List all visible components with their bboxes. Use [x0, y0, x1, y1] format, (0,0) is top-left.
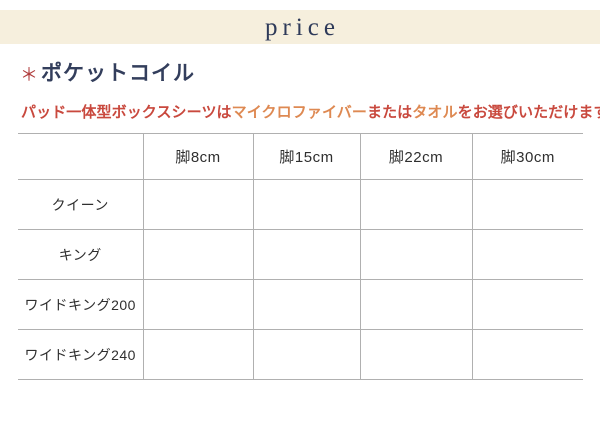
- price-banner-title: price: [265, 13, 340, 41]
- section-heading: ＊ポケットコイル: [20, 57, 195, 87]
- column-header-leg-8cm: 脚8cm: [142, 133, 253, 180]
- subtitle-segment-highlight: タオル: [412, 104, 458, 121]
- price-cell: [252, 329, 360, 380]
- column-header-leg-15cm: 脚15cm: [252, 133, 360, 180]
- table-row: ワイドキング240: [18, 329, 583, 380]
- price-cell: [252, 179, 360, 230]
- price-cell: [359, 279, 472, 330]
- price-table: 脚8cm 脚15cm 脚22cm 脚30cm クイーン キング ワイドキング20…: [18, 133, 583, 380]
- price-cell: [471, 229, 583, 280]
- row-label-queen: クイーン: [18, 179, 143, 230]
- table-row: ワイドキング200: [18, 279, 583, 330]
- table-row: キング: [18, 229, 583, 280]
- table-header-row: 脚8cm 脚15cm 脚22cm 脚30cm: [18, 133, 583, 180]
- subtitle-segment: パッド一体型ボックスシーツは: [21, 104, 232, 121]
- price-cell: [359, 229, 472, 280]
- row-label-wide-king-240: ワイドキング240: [18, 329, 143, 380]
- table-corner-cell: [18, 133, 143, 180]
- table-row: クイーン: [18, 179, 583, 230]
- price-banner: price: [0, 10, 600, 44]
- price-cell: [359, 179, 472, 230]
- price-cell: [252, 279, 360, 330]
- price-cell: [471, 279, 583, 330]
- row-label-king: キング: [18, 229, 143, 280]
- asterisk-marker-icon: ＊: [20, 65, 39, 85]
- row-label-wide-king-200: ワイドキング200: [18, 279, 143, 330]
- price-cell: [359, 329, 472, 380]
- price-cell: [471, 329, 583, 380]
- price-cell: [142, 329, 253, 380]
- subtitle-segment-highlight: マイクロファイバー: [231, 104, 367, 121]
- column-header-leg-22cm: 脚22cm: [359, 133, 472, 180]
- subtitle-segment: または: [366, 104, 413, 121]
- price-cell: [142, 229, 253, 280]
- price-cell: [142, 279, 253, 330]
- price-cell: [252, 229, 360, 280]
- column-header-leg-30cm: 脚30cm: [471, 133, 583, 180]
- section-title: ポケットコイル: [41, 62, 195, 85]
- subtitle-note: パッド一体型ボックスシーツはマイクロファイバーまたはタオルをお選びいただけます。: [21, 101, 600, 122]
- price-cell: [471, 179, 583, 230]
- price-cell: [142, 179, 253, 230]
- subtitle-segment: をお選びいただけます。: [457, 104, 600, 121]
